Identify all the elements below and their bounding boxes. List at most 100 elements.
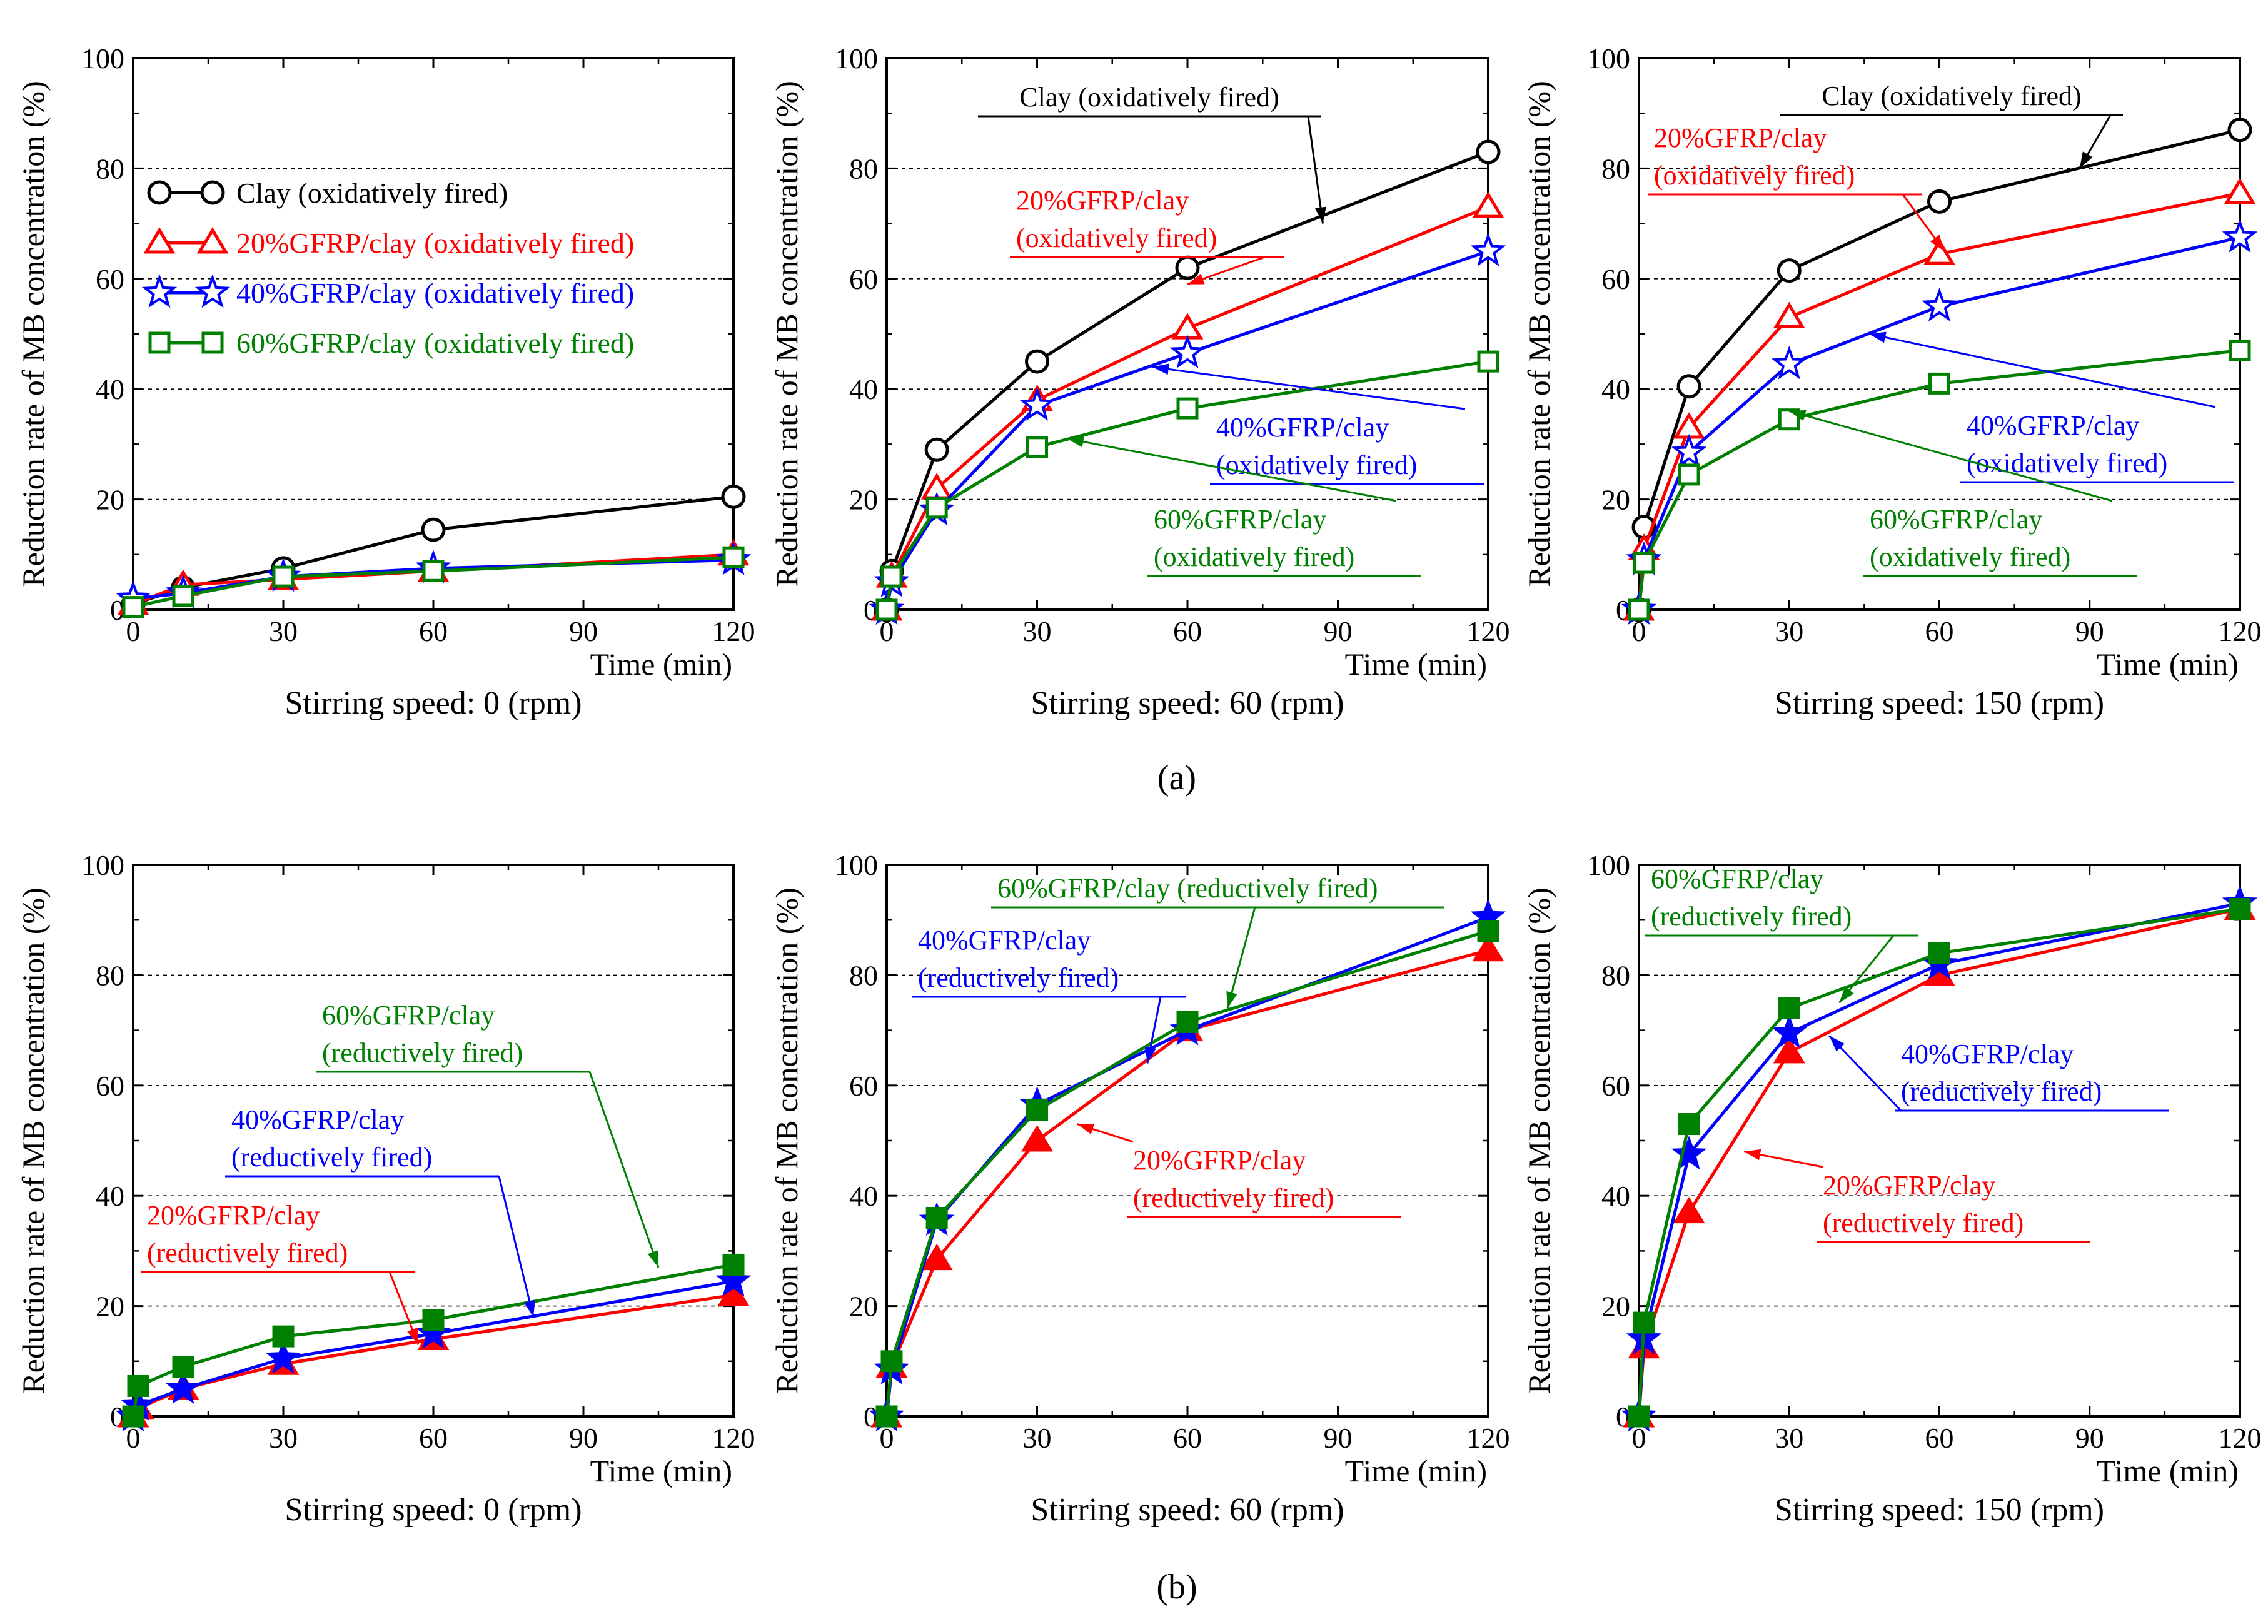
annotation-text: (oxidatively fired) [1016, 223, 1217, 253]
legend-marker-square [148, 331, 171, 354]
x-tick-label: 30 [1775, 1422, 1803, 1454]
data-point-circle [1175, 255, 1200, 280]
series-gfrp60 [1628, 898, 2251, 1428]
legend-label: 40%GFRP/clay (oxidatively fired) [236, 277, 634, 309]
annotation-text: 40%GFRP/clay [918, 925, 1091, 956]
data-point-circle [2227, 118, 2252, 143]
annotation-text: (oxidatively fired) [1216, 450, 1417, 480]
annotation-text: 40%GFRP/clay [231, 1104, 404, 1135]
x-tick-label: 0 [126, 1422, 141, 1454]
annotation-leader [1067, 438, 1397, 502]
annotation-text: 60%GFRP/clay [322, 1000, 495, 1031]
annotation-text: 20%GFRP/clay [1016, 185, 1189, 216]
legend-item-gfrp60: 60%GFRP/clay (oxidatively fired) [148, 327, 634, 359]
annotation-text: (reductively fired) [1133, 1183, 1334, 1213]
annotation-text: (reductively fired) [1823, 1208, 2024, 1238]
data-point-triangle [1673, 1196, 1705, 1224]
data-point-square [1176, 1011, 1199, 1033]
annotation-arrowhead [407, 1327, 418, 1345]
annotation-text: (reductively fired) [1651, 901, 1852, 932]
annotation-arrowhead [647, 1250, 658, 1268]
data-point-circle [1676, 374, 1701, 399]
y-tick-label: 60 [96, 1070, 124, 1102]
x-tick-label: 30 [1023, 1422, 1052, 1454]
annotation-leader [1828, 1035, 1902, 1112]
data-point-square [272, 1325, 295, 1348]
y-tick-label: 20 [96, 1291, 124, 1323]
annotation-text: Clay (oxidatively fired) [1822, 81, 2081, 111]
annotation-text: 60%GFRP/clay [1870, 504, 2042, 535]
data-point-square [272, 565, 295, 588]
legend-label: Clay (oxidatively fired) [236, 177, 508, 209]
y-tick-label: 20 [1601, 484, 1630, 516]
annotation-text: 60%GFRP/clay [1651, 864, 1823, 894]
annotation-arrowhead [1226, 991, 1237, 1009]
y-axis-label: Reduction rate of MB concentration (%) [1521, 81, 1556, 587]
data-point-square [880, 565, 903, 588]
legend-marker-square [201, 331, 224, 354]
annotation-text: 20%GFRP/clay [147, 1200, 320, 1231]
legend-marker-star [194, 274, 231, 308]
x-tick-label: 60 [419, 615, 448, 647]
series-gfrp60 [122, 1253, 745, 1428]
data-point-square [1678, 1113, 1700, 1136]
annotation-text: 60%GFRP/clay (reductively fired) [997, 873, 1378, 904]
annotation-text: 60%GFRP/clay [1154, 504, 1326, 535]
x-tick-label: 0 [880, 1422, 894, 1454]
data-point-star [1771, 345, 1807, 380]
y-axis-label: Reduction rate of MB concentration (%) [16, 81, 51, 587]
y-axis-label: Reduction rate of MB concentration (%) [769, 887, 804, 1393]
y-tick-label: 60 [1601, 263, 1630, 295]
y-tick-label: 100 [835, 849, 878, 881]
data-point-square [172, 1356, 194, 1378]
x-tick-label: 90 [569, 1422, 598, 1454]
annotation-text: (reductively fired) [1901, 1076, 2102, 1107]
x-axis-label: Time (min) [2097, 1453, 2239, 1488]
y-tick-label: 20 [96, 484, 124, 516]
annotation-gfrp40: 40%GFRP/clay (oxidatively fired) [1869, 331, 2234, 483]
y-tick-label: 60 [96, 263, 124, 295]
y-tick-label: 40 [96, 1180, 124, 1212]
annotation-text: (oxidatively fired) [1870, 542, 2070, 572]
annotation-text: 40%GFRP/clay [1901, 1039, 2074, 1069]
y-tick-label: 40 [849, 373, 878, 405]
annotation-text: 20%GFRP/clay [1823, 1170, 1995, 1201]
data-point-square [875, 598, 898, 621]
chart-caption: Stirring speed: 0 (rpm) [285, 1492, 582, 1528]
legend-label: 20%GFRP/clay (oxidatively fired) [236, 227, 634, 259]
x-tick-label: 30 [1775, 615, 1803, 647]
annotation-text: (reductively fired) [918, 962, 1119, 993]
y-tick-label: 100 [1587, 849, 1630, 881]
annotation-leader [1152, 366, 1466, 410]
y-tick-label: 40 [96, 373, 124, 405]
y-tick-label: 60 [849, 1070, 878, 1102]
x-tick-label: 90 [1324, 615, 1353, 647]
panel-label-a: (a) [1157, 759, 1196, 797]
data-point-square [1026, 1099, 1048, 1121]
x-tick-label: 120 [2219, 1422, 2262, 1454]
annotation-gfrp40: 40%GFRP/clay (reductively fired) [912, 925, 1186, 1064]
data-point-square [722, 1253, 745, 1276]
annotation-gfrp60: 60%GFRP/clay (reductively fired) [1645, 864, 1918, 1004]
data-point-square [1678, 463, 1700, 486]
annotation-text: (oxidatively fired) [1967, 448, 2167, 478]
data-point-star [1771, 1014, 1807, 1049]
annotation-arrowhead [1839, 986, 1854, 1003]
data-point-square [1778, 408, 1800, 431]
annotation-leader [588, 1071, 660, 1268]
data-point-circle [421, 517, 446, 542]
data-point-star [265, 1339, 301, 1374]
x-axis-label: Time (min) [1345, 647, 1487, 682]
annotation-gfrp60: 60%GFRP/clay (reductively fired) [991, 873, 1444, 1009]
x-axis-label: Time (min) [1345, 1453, 1487, 1488]
annotation-text: 40%GFRP/clay [1967, 410, 2139, 441]
data-point-triangle [1923, 238, 1955, 265]
x-tick-label: 120 [1467, 1422, 1510, 1454]
y-tick-label: 100 [835, 43, 878, 74]
x-tick-label: 30 [1023, 615, 1052, 647]
legend-marker-triangle [196, 227, 229, 254]
